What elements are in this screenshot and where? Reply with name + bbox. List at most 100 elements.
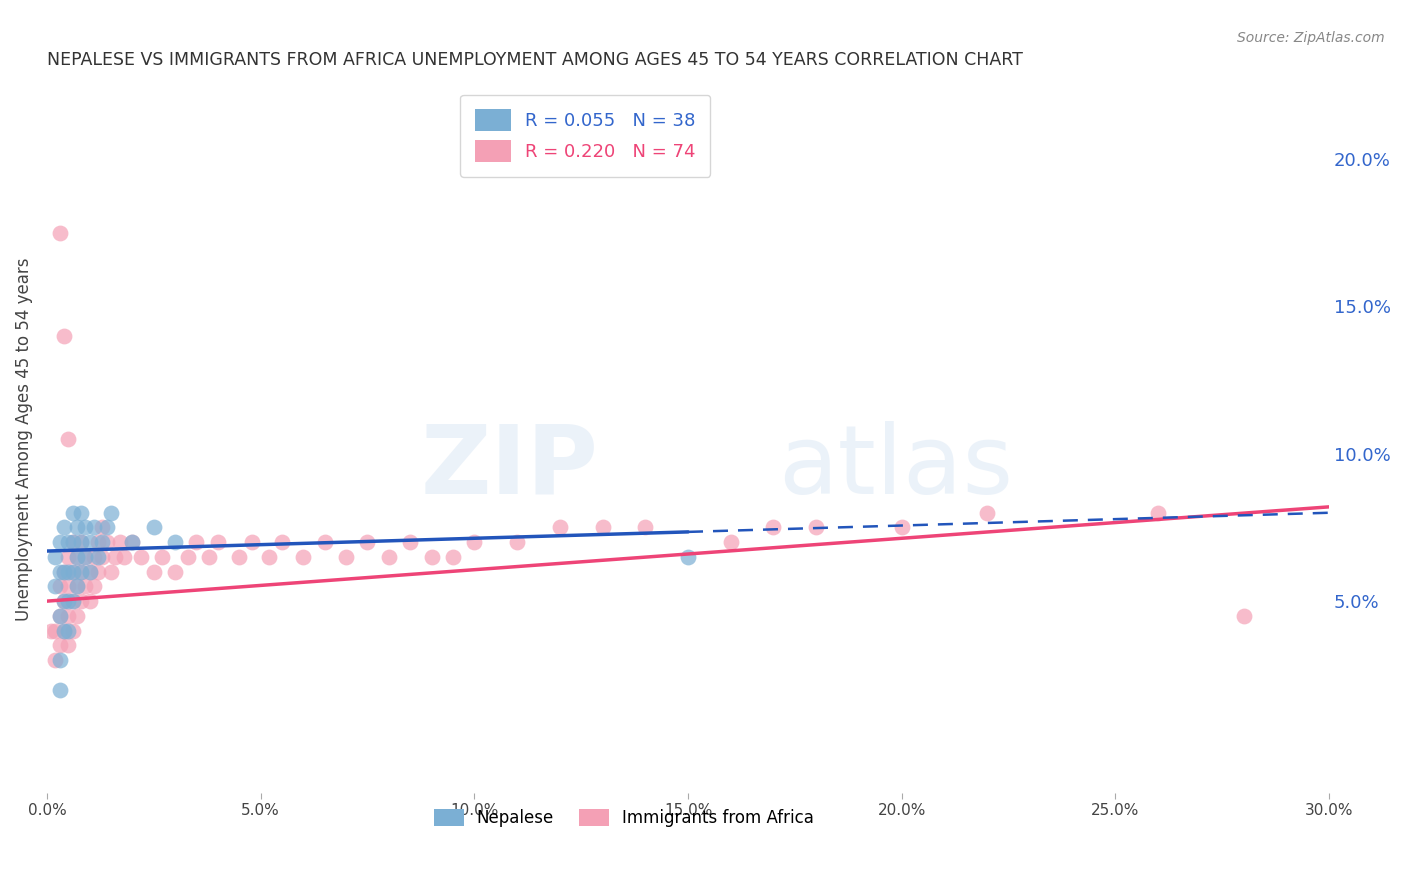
Point	[53, 624, 76, 638]
Point	[399, 535, 422, 549]
Point	[48, 682, 70, 697]
Point	[762, 520, 785, 534]
Point	[62, 535, 84, 549]
Point	[592, 520, 614, 534]
Point	[53, 520, 76, 534]
Point	[70, 565, 93, 579]
Point	[356, 535, 378, 549]
Text: atlas: atlas	[778, 421, 1012, 514]
Point	[58, 579, 80, 593]
Point	[976, 506, 998, 520]
Point	[53, 329, 76, 343]
Point	[79, 565, 101, 579]
Point	[48, 608, 70, 623]
Point	[83, 579, 105, 593]
Point	[79, 535, 101, 549]
Point	[62, 594, 84, 608]
Point	[58, 565, 80, 579]
Legend: Nepalese, Immigrants from Africa: Nepalese, Immigrants from Africa	[427, 802, 821, 834]
Point	[121, 535, 143, 549]
Point	[62, 506, 84, 520]
Point	[62, 565, 84, 579]
Point	[96, 535, 118, 549]
Point	[53, 565, 76, 579]
Point	[58, 624, 80, 638]
Point	[121, 535, 143, 549]
Point	[48, 226, 70, 240]
Point	[75, 579, 97, 593]
Point	[53, 565, 76, 579]
Point	[58, 638, 80, 652]
Point	[129, 549, 152, 564]
Point	[48, 535, 70, 549]
Point	[75, 549, 97, 564]
Point	[335, 549, 357, 564]
Point	[634, 520, 657, 534]
Point	[79, 565, 101, 579]
Point	[1233, 608, 1256, 623]
Point	[378, 549, 401, 564]
Point	[58, 549, 80, 564]
Point	[39, 624, 62, 638]
Point	[70, 535, 93, 549]
Point	[207, 535, 229, 549]
Point	[150, 549, 173, 564]
Point	[53, 594, 76, 608]
Point	[62, 535, 84, 549]
Point	[62, 565, 84, 579]
Point	[83, 520, 105, 534]
Point	[112, 549, 135, 564]
Point	[142, 565, 165, 579]
Point	[58, 535, 80, 549]
Point	[48, 579, 70, 593]
Point	[87, 565, 110, 579]
Point	[44, 653, 66, 667]
Point	[53, 594, 76, 608]
Point	[165, 535, 187, 549]
Point	[676, 549, 699, 564]
Point	[720, 535, 742, 549]
Point	[806, 520, 828, 534]
Point	[271, 535, 294, 549]
Point	[890, 520, 912, 534]
Point	[70, 506, 93, 520]
Point	[62, 624, 84, 638]
Point	[66, 579, 89, 593]
Point	[441, 549, 464, 564]
Text: Source: ZipAtlas.com: Source: ZipAtlas.com	[1237, 31, 1385, 45]
Point	[66, 608, 89, 623]
Point	[44, 624, 66, 638]
Point	[314, 535, 336, 549]
Point	[463, 535, 485, 549]
Point	[66, 579, 89, 593]
Point	[66, 520, 89, 534]
Point	[58, 594, 80, 608]
Point	[48, 653, 70, 667]
Point	[91, 520, 114, 534]
Point	[70, 535, 93, 549]
Point	[48, 608, 70, 623]
Point	[100, 506, 122, 520]
Point	[91, 535, 114, 549]
Y-axis label: Unemployment Among Ages 45 to 54 years: Unemployment Among Ages 45 to 54 years	[15, 257, 32, 621]
Text: NEPALESE VS IMMIGRANTS FROM AFRICA UNEMPLOYMENT AMONG AGES 45 TO 54 YEARS CORREL: NEPALESE VS IMMIGRANTS FROM AFRICA UNEMP…	[46, 51, 1022, 69]
Point	[44, 579, 66, 593]
Point	[548, 520, 571, 534]
Point	[108, 535, 131, 549]
Point	[420, 549, 443, 564]
Point	[1147, 506, 1170, 520]
Point	[186, 535, 208, 549]
Point	[83, 549, 105, 564]
Point	[70, 565, 93, 579]
Point	[70, 594, 93, 608]
Point	[240, 535, 263, 549]
Point	[104, 549, 127, 564]
Point	[177, 549, 200, 564]
Point	[62, 594, 84, 608]
Point	[58, 432, 80, 446]
Point	[198, 549, 221, 564]
Point	[96, 520, 118, 534]
Point	[506, 535, 529, 549]
Point	[66, 549, 89, 564]
Point	[100, 565, 122, 579]
